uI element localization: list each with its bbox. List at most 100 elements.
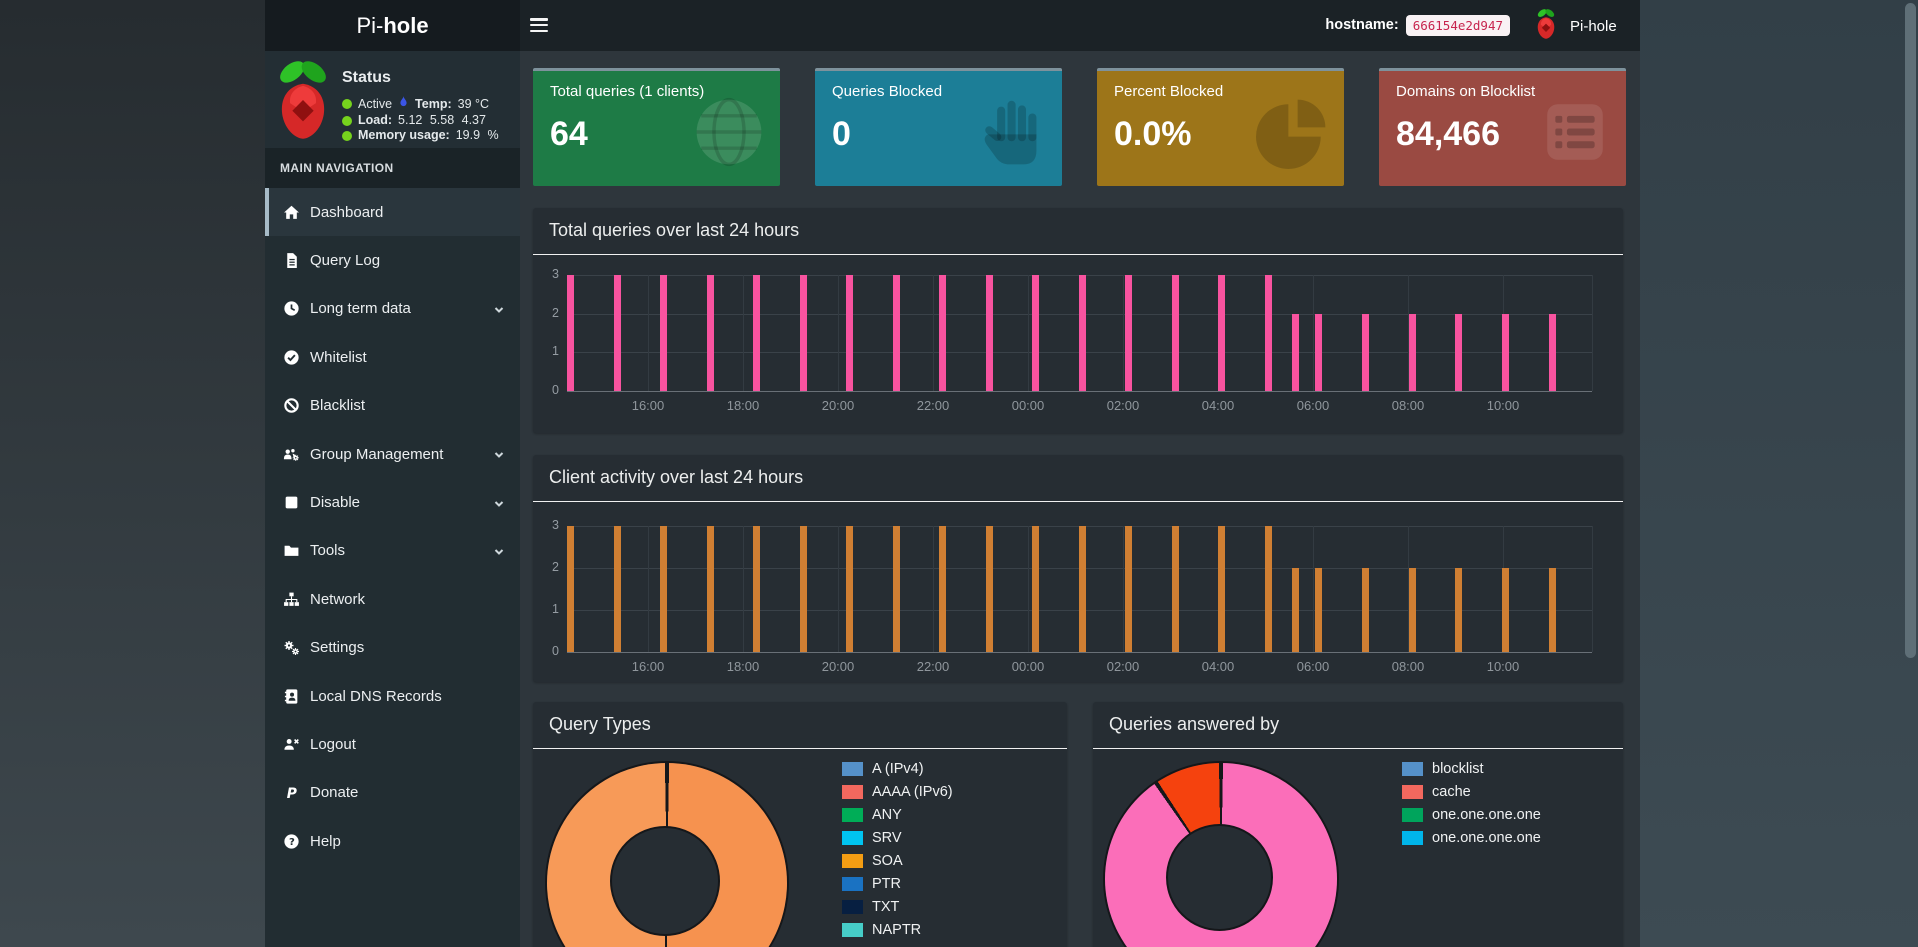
sidebar-item-label: Donate: [310, 784, 359, 802]
sidebar-item-query-log[interactable]: Query Log: [265, 236, 520, 284]
query-types-donut-chart[interactable]: [547, 763, 787, 947]
bar: [1217, 275, 1225, 391]
card-value: 84,466: [1396, 115, 1500, 153]
x-axis-tick: 02:00: [1106, 398, 1140, 413]
status-title: Status: [342, 69, 391, 86]
gridline: [1028, 275, 1029, 391]
file-icon: [283, 252, 300, 269]
bar: [1314, 313, 1322, 391]
sidebar-item-local-dns-records[interactable]: Local DNS Records: [265, 672, 520, 720]
panel-header: Client activity over last 24 hours: [533, 455, 1623, 502]
sidebar-item-help[interactable]: ? Help: [265, 817, 520, 865]
gridline: [648, 526, 649, 652]
legend-item[interactable]: SOA: [842, 849, 953, 872]
bar: [1408, 568, 1416, 652]
pihole-link[interactable]: Pi-hole: [1533, 8, 1633, 44]
x-axis: [567, 651, 1592, 653]
brand-logo[interactable]: Pi-hole: [265, 0, 520, 51]
sidebar-item-donate[interactable]: P Donate: [265, 769, 520, 817]
legend-item[interactable]: ANY: [842, 803, 953, 826]
sidebar-item-tools[interactable]: Tools: [265, 527, 520, 575]
legend-item[interactable]: A (IPv4): [842, 757, 953, 780]
card-percent-blocked: Percent Blocked 0.0%: [1097, 68, 1344, 186]
sidebar-item-network[interactable]: Network: [265, 575, 520, 623]
legend-item[interactable]: TXT: [842, 895, 953, 918]
legend-item[interactable]: one.one.one.one: [1402, 826, 1541, 849]
legend-item[interactable]: NAPTR: [842, 918, 953, 941]
legend-item[interactable]: one.one.one.one: [1402, 803, 1541, 826]
sidebar-item-long-term-data[interactable]: Long term data: [265, 285, 520, 333]
temp-value: 39 °C: [457, 96, 490, 111]
nav-section-label: MAIN NAVIGATION: [265, 148, 520, 188]
sitemap-icon: [283, 591, 300, 608]
queries-answered-donut-chart[interactable]: [1105, 763, 1337, 947]
sidebar-item-blacklist[interactable]: Blacklist: [265, 382, 520, 430]
hand-icon: [974, 95, 1048, 169]
panel-header: Total queries over last 24 hours: [533, 208, 1623, 255]
sidebar-item-label: Help: [310, 832, 341, 850]
sidebar-item-whitelist[interactable]: Whitelist: [265, 333, 520, 381]
cogs-icon: [283, 639, 300, 656]
svg-text:?: ?: [289, 837, 295, 848]
legend-item[interactable]: cache: [1402, 780, 1541, 803]
card-title: Percent Blocked: [1114, 83, 1224, 100]
legend-label: NAPTR: [872, 921, 922, 938]
sidebar-item-label: Dashboard: [310, 203, 384, 221]
legend-item[interactable]: blocklist: [1402, 757, 1541, 780]
chevron-down-icon: [493, 545, 505, 557]
sidebar-item-dashboard[interactable]: Dashboard: [265, 188, 520, 237]
bar: [1501, 313, 1509, 391]
legend-label: TXT: [872, 898, 900, 915]
sidebar-item-logout[interactable]: Logout: [265, 720, 520, 768]
y-axis-tick: 2: [552, 305, 559, 320]
bar: [1361, 313, 1369, 391]
total-queries-chart[interactable]: 3 2 1 0 16:00 18:00 20:00 22:00 00:00 02:00 04:00 0…: [552, 267, 1593, 413]
card-value: 0.0%: [1114, 115, 1192, 153]
gridline: [743, 526, 744, 652]
card-domains-blocklist: Domains on Blocklist 84,466: [1379, 68, 1626, 186]
legend-swatch-icon: [1402, 784, 1423, 799]
x-axis-tick: 04:00: [1201, 659, 1235, 674]
sidebar-item-label: Local DNS Records: [310, 687, 442, 705]
scrollbar-thumb[interactable]: [1905, 3, 1916, 658]
x-axis-tick: 04:00: [1201, 398, 1235, 413]
client-activity-chart[interactable]: 3 2 1 0 16:00 18:00 20:00 22:00 00:00 02:00 04:00 0…: [552, 518, 1593, 674]
sidebar-item-label: Query Log: [310, 252, 381, 270]
legend-swatch-icon: [1402, 807, 1423, 822]
bar: [892, 275, 900, 391]
sidebar-item-settings[interactable]: Settings: [265, 624, 520, 672]
sidebar-toggle-icon[interactable]: [530, 18, 548, 33]
bar: [752, 275, 760, 391]
y-axis-tick: 0: [552, 383, 559, 397]
card-queries-blocked: Queries Blocked 0: [815, 68, 1062, 186]
bar: [566, 275, 574, 391]
bar: [938, 275, 946, 391]
sidebar-item-label: Whitelist: [310, 348, 367, 366]
legend-label: one.one.one.one: [1432, 829, 1541, 846]
bar: [1548, 568, 1556, 652]
bar: [566, 526, 574, 652]
legend-label: AAAA (IPv6): [872, 783, 953, 800]
bar: [1361, 568, 1369, 652]
panel-title: Total queries over last 24 hours: [549, 220, 800, 240]
gridline: [1313, 275, 1314, 391]
bar: [1264, 526, 1272, 652]
x-axis-tick: 10:00: [1486, 659, 1520, 674]
bar: [1291, 568, 1299, 652]
chevron-down-icon: [493, 303, 505, 315]
panel-header: Queries answered by: [1093, 702, 1623, 749]
legend-item[interactable]: PTR: [842, 872, 953, 895]
legend-item[interactable]: AAAA (IPv6): [842, 780, 953, 803]
x-axis-tick: 10:00: [1486, 398, 1520, 413]
brand-thin: Pi-: [356, 13, 384, 38]
x-axis-tick: 20:00: [821, 398, 855, 413]
bar: [845, 526, 853, 652]
bar: [1314, 568, 1322, 652]
sidebar-item-disable[interactable]: Disable: [265, 478, 520, 526]
bar: [1548, 313, 1556, 391]
status-line-memory: Memory usage: 19.9 %: [342, 128, 499, 143]
bar: [938, 526, 946, 652]
bar: [1124, 526, 1132, 652]
sidebar-item-group-management[interactable]: Group Management: [265, 430, 520, 478]
legend-item[interactable]: SRV: [842, 826, 953, 849]
